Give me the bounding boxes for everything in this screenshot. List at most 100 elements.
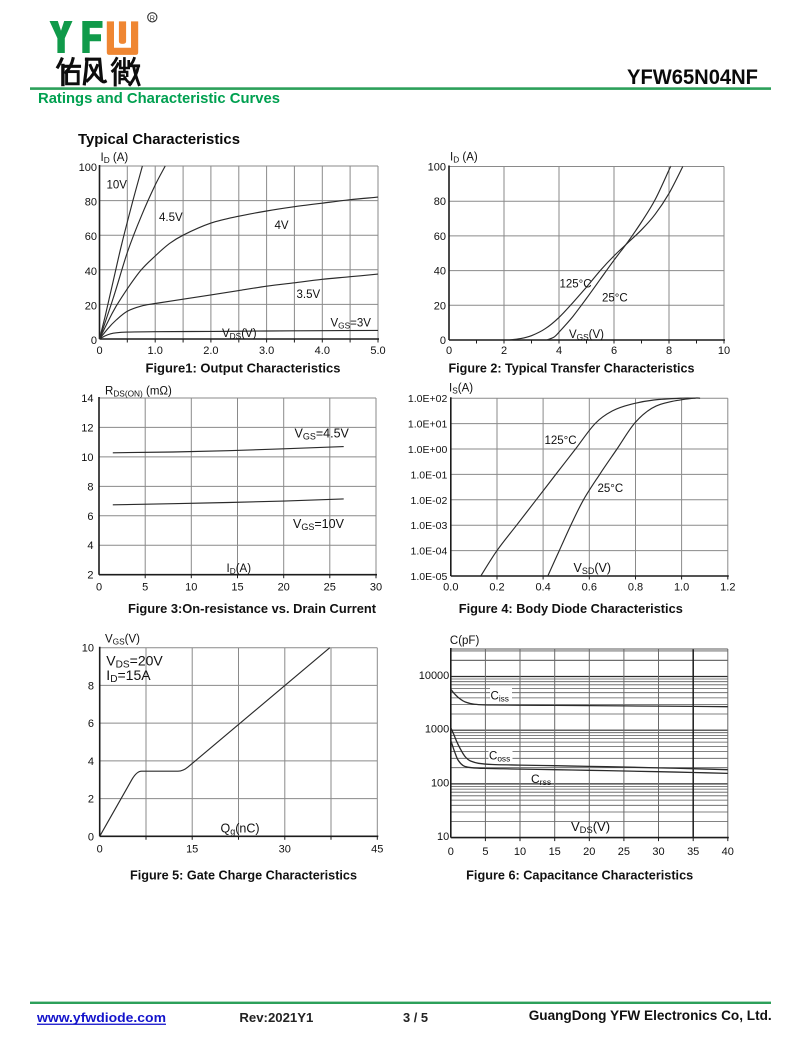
svg-text:1.0: 1.0 <box>674 582 689 594</box>
svg-text:VGS=3V: VGS=3V <box>331 318 372 331</box>
svg-text:5: 5 <box>142 582 148 594</box>
svg-text:100: 100 <box>79 162 97 174</box>
svg-text:1.0E+00: 1.0E+00 <box>408 444 448 456</box>
svg-text:25: 25 <box>618 846 630 858</box>
svg-text:ID(A): ID(A) <box>227 563 252 576</box>
svg-text:10: 10 <box>82 643 94 655</box>
svg-text:10000: 10000 <box>419 670 450 682</box>
svg-text:IS(A): IS(A) <box>449 383 473 396</box>
svg-text:R: R <box>150 13 155 22</box>
svg-text:3.0: 3.0 <box>259 345 274 357</box>
svg-text:30: 30 <box>370 582 382 594</box>
svg-text:VDS=20V: VDS=20V <box>106 653 163 671</box>
svg-text:10: 10 <box>718 345 730 357</box>
svg-text:2.0: 2.0 <box>203 345 218 357</box>
svg-text:2: 2 <box>88 794 94 806</box>
svg-text:2: 2 <box>501 345 507 357</box>
svg-text:6: 6 <box>88 718 94 730</box>
svg-text:0: 0 <box>91 335 97 347</box>
svg-text:VGS(V): VGS(V) <box>569 329 604 342</box>
svg-text:www.yfwdiode.com: www.yfwdiode.com <box>36 1010 166 1025</box>
svg-text:Ciss: Ciss <box>491 691 509 704</box>
svg-text:Figure 5: Gate Charge Characte: Figure 5: Gate Charge Characteristics <box>130 869 357 883</box>
svg-text:1.0E+02: 1.0E+02 <box>408 393 448 405</box>
svg-text:VGS=10V: VGS=10V <box>293 517 345 532</box>
svg-text:8: 8 <box>88 680 94 692</box>
svg-text:0: 0 <box>446 345 452 357</box>
svg-text:3 / 5: 3 / 5 <box>403 1011 428 1025</box>
svg-text:20: 20 <box>583 846 595 858</box>
svg-text:5.0: 5.0 <box>370 345 385 357</box>
svg-text:45: 45 <box>371 844 383 856</box>
svg-text:20: 20 <box>434 300 446 312</box>
svg-text:1000: 1000 <box>425 724 449 736</box>
svg-text:30: 30 <box>652 846 664 858</box>
svg-text:4.0: 4.0 <box>315 345 330 357</box>
svg-text:4: 4 <box>87 540 93 552</box>
svg-text:4V: 4V <box>275 220 289 232</box>
svg-text:60: 60 <box>434 231 446 243</box>
svg-text:0.0: 0.0 <box>443 582 458 594</box>
svg-text:10V: 10V <box>107 180 128 192</box>
svg-text:5: 5 <box>482 846 488 858</box>
svg-text:25: 25 <box>324 582 336 594</box>
svg-text:1.0E+01: 1.0E+01 <box>408 419 448 431</box>
svg-text:Coss: Coss <box>489 751 510 764</box>
svg-text:VDS(V): VDS(V) <box>222 328 257 341</box>
svg-text:125°C: 125°C <box>545 435 577 447</box>
svg-text:1.0: 1.0 <box>148 345 163 357</box>
svg-text:Rev:2021Y1: Rev:2021Y1 <box>239 1011 313 1025</box>
svg-text:1.0E-01: 1.0E-01 <box>411 469 448 481</box>
svg-text:Typical Characteristics: Typical Characteristics <box>78 132 240 148</box>
svg-text:12: 12 <box>81 422 93 434</box>
svg-text:15: 15 <box>231 582 243 594</box>
svg-text:30: 30 <box>279 844 291 856</box>
svg-text:2: 2 <box>87 570 93 582</box>
svg-text:15: 15 <box>186 844 198 856</box>
svg-text:40: 40 <box>722 846 734 858</box>
svg-text:6: 6 <box>87 511 93 523</box>
svg-text:0: 0 <box>96 345 102 357</box>
svg-text:4.5V: 4.5V <box>159 212 183 224</box>
svg-text:40: 40 <box>434 266 446 278</box>
svg-text:0.2: 0.2 <box>489 582 504 594</box>
svg-text:8: 8 <box>87 481 93 493</box>
svg-text:Figure 2: Typical Transfer Cha: Figure 2: Typical Transfer Characteristi… <box>449 362 695 376</box>
svg-text:Qg(nC): Qg(nC) <box>221 822 260 837</box>
svg-text:3.5V: 3.5V <box>297 289 321 301</box>
svg-text:1.0E-03: 1.0E-03 <box>411 520 448 532</box>
svg-text:VGS(V): VGS(V) <box>105 634 140 647</box>
svg-text:10: 10 <box>437 831 449 843</box>
svg-text:Figure1: Output Characteristic: Figure1: Output Characteristics <box>146 362 341 376</box>
svg-text:0: 0 <box>88 831 94 843</box>
svg-text:0: 0 <box>440 335 446 347</box>
svg-text:1.2: 1.2 <box>720 582 735 594</box>
svg-text:1.0E-02: 1.0E-02 <box>411 495 448 507</box>
svg-text:1.0E-04: 1.0E-04 <box>411 546 448 558</box>
svg-text:VSD(V): VSD(V) <box>574 561 612 576</box>
svg-text:RDS(ON) (mΩ): RDS(ON) (mΩ) <box>105 386 172 399</box>
svg-text:14: 14 <box>81 393 93 405</box>
svg-text:GuangDong YFW Electronics Co,: GuangDong YFW Electronics Co, Ltd. <box>529 1007 772 1023</box>
svg-text:40: 40 <box>85 266 97 278</box>
svg-text:15: 15 <box>549 846 561 858</box>
svg-text:ID (A): ID (A) <box>450 152 478 165</box>
svg-text:Crss: Crss <box>531 772 551 787</box>
svg-text:YFW65N04NF: YFW65N04NF <box>627 65 758 89</box>
svg-text:Figure 6: Capacitance Characte: Figure 6: Capacitance Characteristics <box>466 869 693 883</box>
svg-text:4: 4 <box>556 345 562 357</box>
svg-text:10: 10 <box>514 846 526 858</box>
svg-text:60: 60 <box>85 231 97 243</box>
svg-text:1.0E-05: 1.0E-05 <box>411 571 448 583</box>
svg-text:0.8: 0.8 <box>628 582 643 594</box>
svg-text:100: 100 <box>431 777 449 789</box>
svg-text:VDS(V): VDS(V) <box>571 819 610 835</box>
svg-text:80: 80 <box>434 196 446 208</box>
svg-text:6: 6 <box>611 345 617 357</box>
svg-text:VGS=4.5V: VGS=4.5V <box>295 427 350 442</box>
svg-text:100: 100 <box>428 162 446 174</box>
svg-text:10: 10 <box>81 452 93 464</box>
svg-text:4: 4 <box>88 756 94 768</box>
svg-text:25°C: 25°C <box>598 483 624 495</box>
svg-text:Ratings and Characteristic Cur: Ratings and Characteristic Curves <box>38 90 280 107</box>
